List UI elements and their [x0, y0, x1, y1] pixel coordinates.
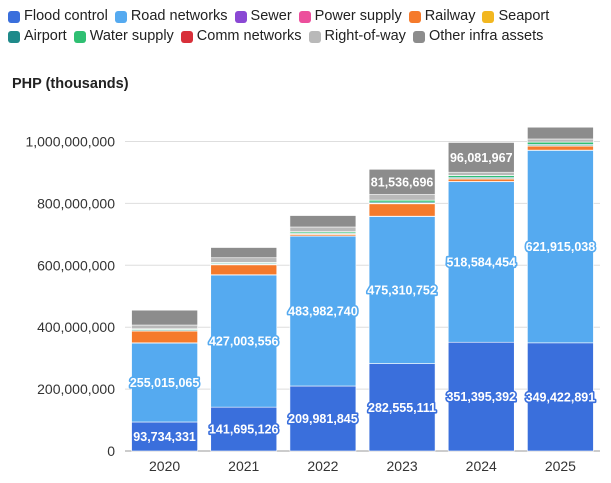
bar-segment	[289, 226, 357, 232]
bar-segment	[447, 171, 515, 176]
y-axis-unit-label: PHP (thousands)	[12, 76, 129, 92]
legend-item-railway[interactable]: Railway	[408, 8, 476, 25]
bar-segment	[131, 330, 198, 344]
x-tick-label: 2023	[387, 458, 418, 474]
bar-segment	[131, 309, 198, 326]
legend-item-water-supply[interactable]: Water supply	[73, 28, 174, 45]
legend-label: Right-of-way	[324, 28, 406, 44]
legend-swatch	[180, 30, 193, 43]
bar-segment	[447, 341, 515, 452]
bar-segment	[527, 141, 594, 145]
bar-segment	[210, 406, 278, 452]
data-label: 621,915,038	[526, 240, 596, 254]
bar-segment	[368, 203, 436, 217]
x-tick-label: 2021	[228, 458, 259, 474]
bar-segment	[447, 142, 515, 173]
legend-swatch	[298, 10, 311, 23]
legend-label: Water supply	[89, 28, 174, 44]
legend-swatch	[482, 10, 495, 23]
legend-label: Airport	[24, 28, 67, 44]
bar-segment	[527, 342, 594, 452]
data-label: 351,395,392	[446, 390, 516, 404]
x-tick-label: 2022	[307, 458, 338, 474]
data-label: 81,536,696	[371, 175, 434, 189]
bar-segment	[527, 145, 594, 151]
bar-segment	[447, 178, 515, 182]
bar-segment	[289, 235, 357, 387]
bar-segment	[527, 138, 594, 143]
legend-label: Comm networks	[196, 28, 302, 44]
legend-swatch	[308, 30, 321, 43]
data-label: 255,015,065	[130, 376, 200, 390]
data-label: 475,310,752	[367, 283, 437, 297]
bar-segment	[527, 150, 594, 344]
y-tick-label: 0	[107, 443, 115, 459]
bar-segment	[447, 181, 515, 343]
legend-item-sewer[interactable]: Sewer	[234, 8, 292, 25]
y-tick-label: 1,000,000,000	[25, 133, 115, 149]
bar-segment	[210, 264, 278, 276]
bar-segment	[210, 274, 278, 408]
data-label: 518,584,454	[446, 255, 516, 269]
bar-segment	[210, 257, 278, 263]
legend-swatch	[412, 30, 425, 43]
data-label: 96,081,967	[450, 151, 513, 165]
legend-label: Railway	[424, 8, 476, 24]
x-tick-label: 2025	[545, 458, 576, 474]
bar-segment	[289, 385, 357, 452]
legend-item-power-supply[interactable]: Power supply	[298, 8, 402, 25]
bar-segment	[368, 194, 436, 201]
legend-swatch	[73, 30, 86, 43]
bar-segment	[131, 342, 198, 423]
legend-swatch	[114, 10, 127, 23]
bar-segment	[131, 324, 198, 330]
y-tick-label: 800,000,000	[37, 195, 115, 211]
legend-item-other-infra-assets[interactable]: Other infra assets	[412, 28, 544, 45]
bar-segment	[368, 363, 436, 452]
legend-label: Seaport	[498, 8, 550, 24]
y-tick-label: 400,000,000	[37, 319, 115, 335]
data-label: 209,981,845	[288, 412, 358, 426]
bar-segment	[368, 169, 436, 195]
bar-segment	[368, 216, 436, 364]
legend-item-road-networks[interactable]: Road networks	[114, 8, 228, 25]
bar-segment	[289, 215, 357, 228]
data-label: 427,003,556	[209, 335, 279, 349]
legend-item-flood-control[interactable]: Flood control	[8, 8, 108, 25]
legend: Flood control Road networks Sewer Power sup…	[8, 8, 608, 45]
data-label: 141,695,126	[209, 423, 279, 437]
legend-item-airport[interactable]: Airport	[8, 28, 67, 45]
data-label: 282,555,111	[368, 401, 436, 415]
legend-swatch	[408, 10, 421, 23]
legend-label: Sewer	[250, 8, 292, 24]
legend-swatch	[8, 10, 20, 23]
data-label: 93,734,331	[133, 430, 196, 444]
bar-segment	[527, 126, 594, 140]
legend-item-right-of-way[interactable]: Right-of-way	[308, 28, 406, 45]
x-tick-label: 2024	[466, 458, 497, 474]
bar-segment	[131, 421, 198, 452]
legend-item-comm-networks[interactable]: Comm networks	[180, 28, 302, 45]
y-tick-label: 600,000,000	[37, 257, 115, 273]
legend-item-seaport[interactable]: Seaport	[482, 8, 549, 25]
legend-swatch	[8, 30, 20, 43]
legend-label: Other infra assets	[428, 28, 544, 44]
legend-swatch	[234, 10, 247, 23]
data-label: 483,982,740	[288, 305, 358, 319]
x-tick-label: 2020	[149, 458, 180, 474]
bar-segment	[210, 247, 278, 259]
legend-label: Road networks	[130, 8, 228, 24]
legend-label: Power supply	[314, 8, 402, 24]
data-label: 349,422,891	[526, 390, 596, 404]
legend-label: Flood control	[24, 8, 108, 24]
y-tick-label: 200,000,000	[37, 381, 115, 397]
